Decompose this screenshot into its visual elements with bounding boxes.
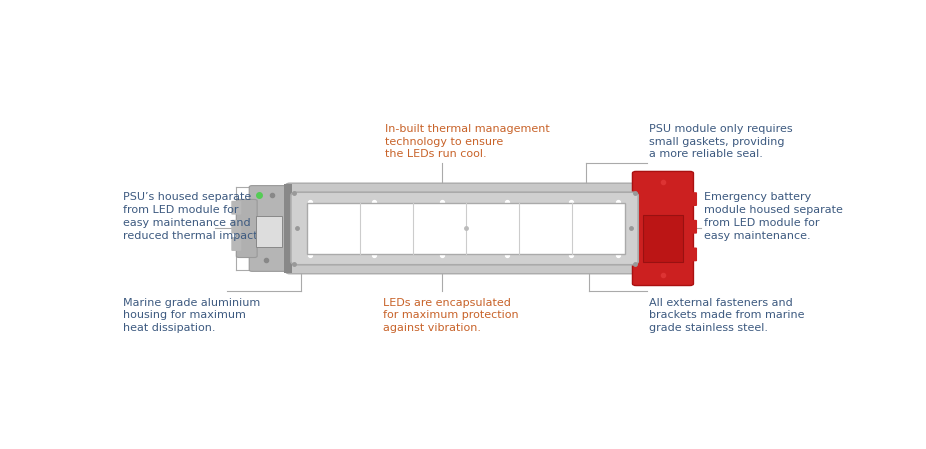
Bar: [307, 202, 625, 255]
FancyBboxPatch shape: [688, 192, 697, 206]
FancyBboxPatch shape: [688, 220, 697, 233]
Bar: [284, 184, 292, 273]
FancyBboxPatch shape: [291, 192, 638, 265]
Text: All external fasteners and
brackets made from marine
grade stainless steel.: All external fasteners and brackets made…: [649, 298, 805, 333]
FancyBboxPatch shape: [688, 247, 697, 261]
Text: Marine grade aluminium
housing for maximum
heat dissipation.: Marine grade aluminium housing for maxim…: [123, 298, 260, 333]
Text: PSU’s housed separate
from LED module for
easy maintenance and
reduced thermal i: PSU’s housed separate from LED module fo…: [123, 192, 261, 241]
FancyBboxPatch shape: [232, 201, 242, 215]
FancyBboxPatch shape: [236, 199, 257, 258]
FancyBboxPatch shape: [232, 220, 242, 233]
Text: LEDs are encapsulated
for maximum protection
against vibration.: LEDs are encapsulated for maximum protec…: [382, 298, 519, 333]
Bar: [644, 215, 682, 262]
Bar: [256, 216, 282, 247]
FancyBboxPatch shape: [249, 185, 289, 271]
Text: Emergency battery
module housed separate
from LED module for
easy maintenance.: Emergency battery module housed separate…: [704, 192, 843, 241]
FancyBboxPatch shape: [232, 237, 242, 251]
FancyBboxPatch shape: [632, 172, 694, 286]
Text: PSU module only requires
small gaskets, providing
a more reliable seal.: PSU module only requires small gaskets, …: [649, 124, 793, 159]
FancyBboxPatch shape: [286, 183, 643, 274]
Text: In-built thermal management
technology to ensure
the LEDs run cool.: In-built thermal management technology t…: [385, 124, 550, 159]
